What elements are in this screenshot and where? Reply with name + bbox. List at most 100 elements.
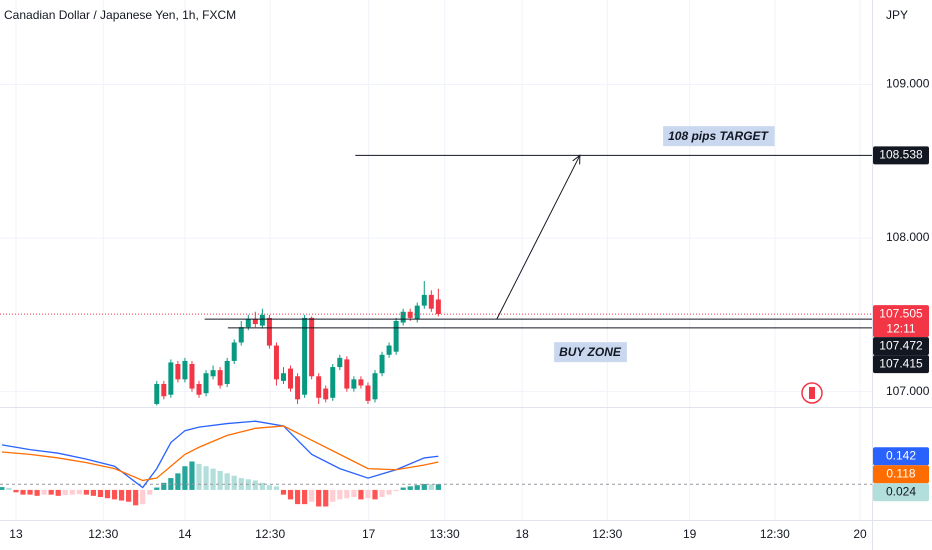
candle-body <box>407 311 413 318</box>
candle-body <box>252 319 258 325</box>
candle-body <box>196 383 202 395</box>
price-tag <box>873 337 929 356</box>
histogram-bar <box>90 489 97 496</box>
candle-body <box>302 317 308 395</box>
histogram-bar <box>294 489 301 505</box>
candle-body <box>161 383 167 397</box>
histogram-bar <box>379 489 385 498</box>
candle-body <box>203 373 209 394</box>
histogram-bar <box>231 475 237 490</box>
histogram-bar <box>69 489 75 495</box>
histogram-bar <box>154 487 160 490</box>
candle-body <box>435 299 441 315</box>
candle-body <box>295 376 301 400</box>
price-tag-label: 0.118 <box>886 466 915 480</box>
histogram-bar <box>13 489 19 493</box>
x-tick-label: 13 <box>9 527 23 541</box>
indicator-line <box>1 425 439 482</box>
x-tick-label: 12:30 <box>592 527 622 541</box>
price-tag-label: 0.024 <box>886 484 916 498</box>
candle-body <box>393 320 399 352</box>
histogram-bar <box>55 489 61 496</box>
candle-body <box>309 317 315 377</box>
histogram-bar <box>175 473 181 490</box>
candle-body <box>421 294 427 306</box>
x-tick-label: 12:30 <box>760 527 790 541</box>
annotation: 108 pips TARGET <box>668 129 769 143</box>
price-tag-label: 107.472 <box>879 338 923 352</box>
y-tick-label: 108.000 <box>886 230 930 244</box>
histogram-bar <box>280 489 287 495</box>
candle-body <box>224 360 230 384</box>
histogram-bar <box>126 489 132 502</box>
histogram-bar <box>351 489 357 498</box>
candle-body <box>245 319 251 328</box>
price-tag-label: 0.142 <box>886 448 916 462</box>
histogram-bar <box>400 487 406 490</box>
x-tick-label: 20 <box>853 527 867 541</box>
histogram-bar <box>259 482 265 490</box>
chart-title: Canadian Dollar / Japanese Yen, 1h, FXCM <box>4 8 236 22</box>
histogram-bar <box>344 489 350 499</box>
histogram-bar <box>104 489 111 499</box>
price-tag <box>873 355 929 374</box>
candle-body <box>175 363 181 380</box>
histogram-bar <box>0 487 5 490</box>
histogram-bar <box>309 489 315 502</box>
histogram-bar <box>287 489 294 500</box>
candle-body <box>316 376 322 398</box>
candle-body <box>414 305 420 320</box>
price-tag <box>873 447 929 466</box>
histogram-bar <box>34 489 40 496</box>
flag-icon <box>801 382 823 404</box>
histogram-bar <box>6 488 12 490</box>
histogram-bar <box>48 489 54 495</box>
histogram-bar <box>414 485 420 490</box>
x-tick-label: 13:30 <box>430 527 460 541</box>
candle-body <box>189 363 195 389</box>
histogram-bar <box>407 486 413 490</box>
histogram-bar <box>111 489 118 500</box>
candle-body <box>400 311 406 323</box>
histogram-bar <box>365 489 371 499</box>
price-tag-label: 107.505 <box>879 306 923 320</box>
grid <box>0 0 872 520</box>
histogram-bar <box>421 483 427 490</box>
histogram-bar <box>358 489 364 500</box>
histogram-bar <box>302 489 308 505</box>
target-arrow <box>496 155 581 320</box>
candle-body <box>379 354 385 374</box>
candle-body <box>210 370 216 377</box>
y-tick-label: 109.000 <box>886 77 930 91</box>
histogram-bar <box>140 489 146 505</box>
candle-body <box>365 385 371 401</box>
histogram-bar <box>147 489 153 495</box>
candle-body <box>358 379 364 386</box>
currency-label: JPY <box>886 8 908 22</box>
x-tick-label: 14 <box>178 527 192 541</box>
histogram-bar <box>133 489 139 506</box>
histogram-bar <box>41 489 47 495</box>
annotation-box <box>663 126 775 147</box>
candle-body <box>259 314 265 326</box>
histogram-bar <box>273 486 280 490</box>
candle-body <box>344 359 350 389</box>
indicator-line <box>1 420 439 489</box>
histogram-bar <box>435 484 441 490</box>
histogram-bar <box>62 489 68 496</box>
price-tag <box>873 465 929 484</box>
price-tag <box>873 305 929 338</box>
countdown-label: 12:11 <box>886 321 915 335</box>
histogram-bar <box>217 470 223 490</box>
histogram-bar <box>393 489 399 492</box>
candle-body <box>428 294 434 309</box>
histogram-bar <box>224 473 230 490</box>
candle-body <box>323 388 329 400</box>
histogram-bar <box>386 489 392 495</box>
histogram-bar <box>252 480 258 490</box>
histogram-bar <box>266 485 273 490</box>
x-tick-label: 17 <box>362 527 376 541</box>
candle-body <box>351 379 357 389</box>
